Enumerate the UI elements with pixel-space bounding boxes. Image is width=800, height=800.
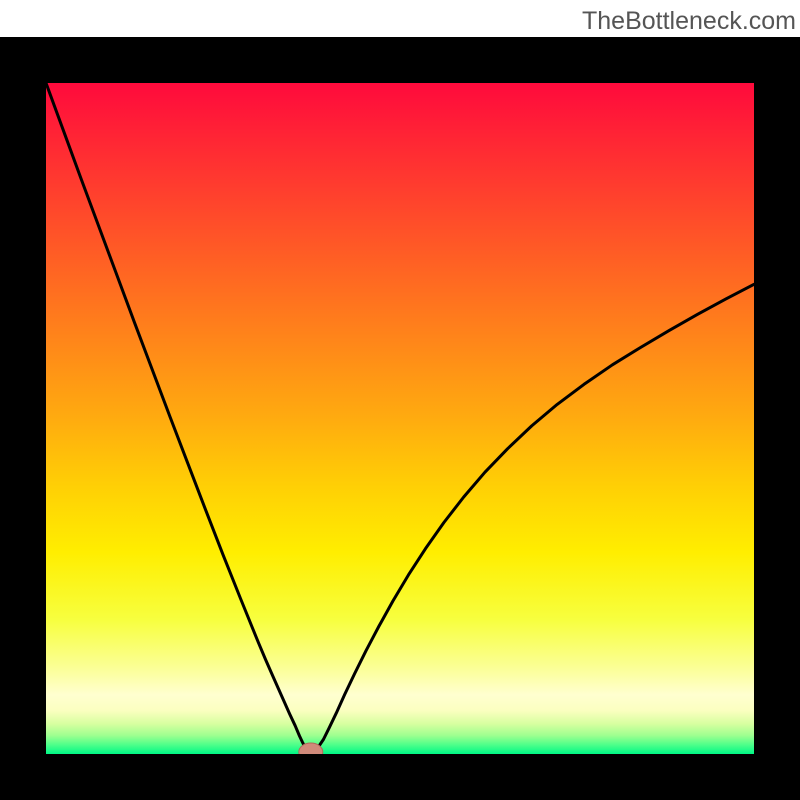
curve-layer [46,83,754,754]
plot-area [0,37,800,800]
bottleneck-curve [46,83,754,754]
watermark-label: TheBottleneck.com [582,7,796,36]
figure-frame: TheBottleneck.com [0,0,800,800]
